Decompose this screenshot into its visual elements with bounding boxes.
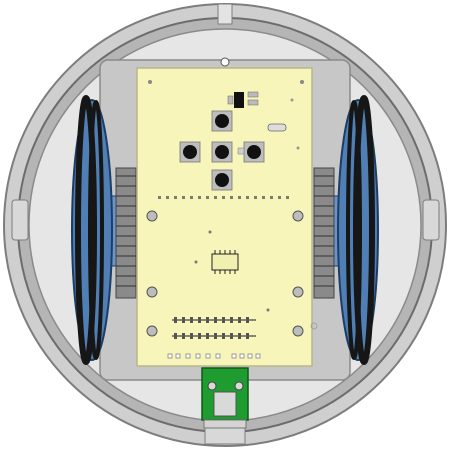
via-dot (194, 260, 198, 264)
mount-holes (146, 210, 304, 337)
dpad-button-up[interactable] (211, 110, 233, 132)
dpad-button-down[interactable] (211, 169, 233, 191)
ic-chip (211, 250, 239, 274)
usb-port (213, 391, 237, 417)
sensor-row (158, 196, 289, 199)
left-wheel (71, 95, 137, 365)
left-gear-teeth (116, 175, 136, 287)
circuit-board (136, 57, 318, 367)
right-tire-inner (346, 100, 362, 360)
dpad-button-left[interactable] (179, 141, 201, 163)
resistor (227, 95, 234, 105)
header-pins (172, 317, 256, 339)
usb-screw (234, 381, 244, 391)
right-tire-outer (353, 95, 375, 365)
dpad-pad (237, 147, 245, 155)
mount-hole (146, 325, 158, 337)
left-tire-outer (75, 95, 97, 365)
via-dot (266, 308, 270, 312)
left-tire-inner (88, 100, 104, 360)
mount-hole (146, 286, 158, 298)
right-gear-teeth (314, 175, 334, 287)
top-components (148, 80, 304, 150)
mount-hole (292, 210, 304, 222)
via-dot (290, 98, 294, 102)
mount-hole (292, 286, 304, 298)
usb-connector (201, 367, 249, 429)
via-dot (296, 146, 300, 150)
via-dot (310, 322, 318, 330)
mount-hole (146, 210, 158, 222)
dpad-buttons (179, 110, 265, 191)
crystal (267, 123, 287, 132)
shell-notch-left (11, 199, 29, 241)
resistor (247, 99, 259, 106)
shell-notch-right (422, 199, 440, 241)
via-dot (148, 80, 152, 84)
mount-hole-top (220, 57, 230, 67)
via-dot (208, 230, 212, 234)
mount-hole (292, 325, 304, 337)
right-wheel (313, 95, 379, 365)
bottom-pads (167, 353, 261, 359)
usb-bracket (203, 419, 247, 429)
small-ic (234, 92, 244, 108)
usb-screw (207, 381, 217, 391)
dpad-button-center[interactable] (211, 141, 233, 163)
right-gear-stack (313, 167, 335, 299)
resistor (247, 91, 259, 98)
dpad-button-right[interactable] (243, 141, 265, 163)
left-gear-stack (115, 167, 137, 299)
via-dot (300, 80, 304, 84)
shell-notch-top (217, 3, 233, 25)
